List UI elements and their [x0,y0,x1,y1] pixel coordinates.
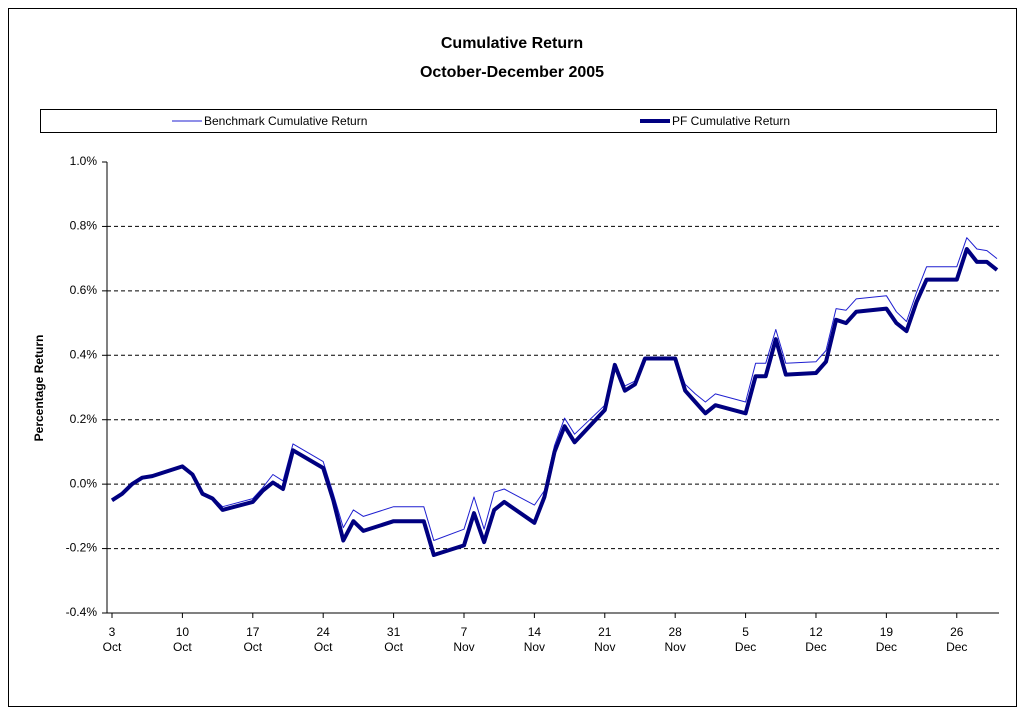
x-tick-label: 26 [950,625,964,639]
y-tick-label: 0.4% [70,347,98,361]
x-tick-label: Oct [173,640,192,654]
y-tick-label: 0.8% [70,219,98,233]
x-tick-label: Nov [665,640,686,654]
legend-label: PF Cumulative Return [672,114,790,128]
x-tick-label: 17 [246,625,260,639]
x-tick-label: Dec [876,640,897,654]
x-tick-label: 24 [317,625,331,639]
x-tick-label: 28 [669,625,683,639]
y-tick-label: -0.2% [66,541,98,555]
x-tick-label: Oct [243,640,262,654]
x-tick-label: 31 [387,625,401,639]
y-tick-label: 0.2% [70,412,98,426]
x-tick-label: Nov [524,640,545,654]
y-tick-label: 0.6% [70,283,98,297]
chart-title: Cumulative Return [441,35,583,52]
x-tick-label: Nov [453,640,474,654]
x-tick-label: Nov [594,640,615,654]
y-axis-label: Percentage Return [32,335,46,442]
legend-box [40,109,997,133]
x-tick-label: 12 [809,625,823,639]
x-tick-label: Dec [735,640,756,654]
x-tick-label: 21 [598,625,612,639]
x-tick-label: 5 [742,625,749,639]
y-tick-label: 0.0% [70,476,98,490]
legend-label: Benchmark Cumulative Return [204,114,367,128]
x-tick-label: 19 [880,625,894,639]
x-tick-label: 7 [461,625,468,639]
x-tick-label: Dec [946,640,967,654]
x-tick-label: Oct [384,640,403,654]
x-tick-label: Dec [805,640,826,654]
y-tick-label: 1.0% [70,154,98,168]
x-tick-label: 14 [528,625,542,639]
x-tick-label: Oct [314,640,333,654]
y-tick-label: -0.4% [66,605,98,619]
x-tick-label: Oct [103,640,122,654]
x-tick-label: 10 [176,625,190,639]
chart-subtitle: October-December 2005 [420,64,604,81]
x-tick-label: 3 [109,625,116,639]
series-line [111,237,998,541]
series-line [110,247,999,557]
